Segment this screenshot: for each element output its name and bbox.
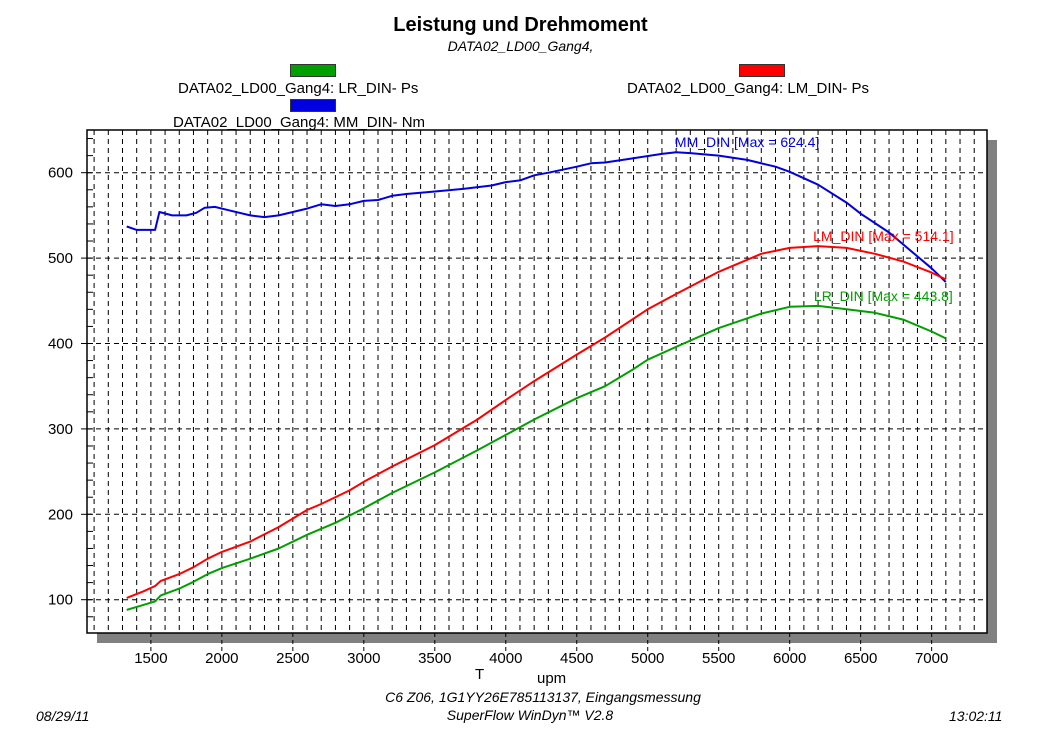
- x-axis-label-upm: upm: [537, 670, 567, 687]
- annotation-lr-din: LR_DIN [Max = 443.8]: [814, 288, 953, 304]
- axes: 100 200 300 400 500 600 1500 2000 2500 3000 3500 40…: [48, 138, 948, 667]
- x-tick-label: 5000: [631, 650, 664, 667]
- x-axis-label-t: T: [475, 666, 485, 683]
- x-tick-label: 6500: [844, 650, 877, 667]
- series-line-mm-din: [126, 151, 947, 283]
- legend-swatch-lm-din: [739, 64, 785, 77]
- x-tick-label: 5500: [702, 650, 735, 667]
- series-lines: [126, 151, 947, 611]
- x-tick-label: 7000: [915, 650, 948, 667]
- y-tick-label: 500: [48, 250, 73, 267]
- footer-date: 08/29/11: [36, 708, 90, 724]
- footer-time: 13:02:11: [949, 708, 1003, 724]
- legend-swatch-lr-din: [290, 64, 336, 77]
- legend-label-mm-din: DATA02_LD00_Gang4: MM_DIN- Nm: [173, 114, 426, 131]
- x-tick-label: 6000: [773, 650, 806, 667]
- x-tick-label: 2000: [205, 650, 238, 667]
- annotation-lm-din: LM_DIN [Max = 514.1]: [813, 228, 953, 244]
- grid-lines: [87, 130, 987, 633]
- plot-border: [86, 129, 988, 634]
- series-line-lm-din: [126, 245, 947, 599]
- plot-background: [87, 130, 987, 633]
- x-tick-label: 2500: [276, 650, 309, 667]
- y-tick-label: 400: [48, 335, 73, 352]
- chart-title: Leistung und Drehmoment: [393, 14, 648, 36]
- footer-software: SuperFlow WinDyn™ V2.8: [446, 707, 614, 723]
- footer-vehicle-info: C6 Z06, 1G1YY26E785113137, Eingangsmessu…: [385, 689, 701, 705]
- legend-swatch-mm-din: [290, 99, 336, 112]
- x-tick-label: 3500: [418, 650, 451, 667]
- legend-label-lm-din: DATA02_LD00_Gang4: LM_DIN- Ps: [627, 80, 870, 97]
- plot-frame: [86, 129, 988, 634]
- chart-subtitle: DATA02_LD00_Gang4,: [447, 38, 594, 54]
- x-tick-label: 1500: [134, 650, 167, 667]
- plot-area: [87, 130, 987, 633]
- y-tick-label: 600: [48, 165, 73, 182]
- series-line-lr-din: [126, 304, 947, 611]
- x-tick-label: 3000: [347, 650, 380, 667]
- annotations: MM_DIN [Max = 624.4] LM_DIN [Max = 514.1]…: [675, 134, 954, 304]
- y-tick-label: 100: [48, 592, 73, 609]
- y-tick-label: 200: [48, 506, 73, 523]
- annotation-mm-din: MM_DIN [Max = 624.4]: [675, 134, 819, 150]
- x-tick-label: 4000: [489, 650, 522, 667]
- x-tick-label: 4500: [560, 650, 593, 667]
- legend-label-lr-din: DATA02_LD00_Gang4: LR_DIN- Ps: [178, 80, 419, 97]
- y-tick-label: 300: [48, 421, 73, 438]
